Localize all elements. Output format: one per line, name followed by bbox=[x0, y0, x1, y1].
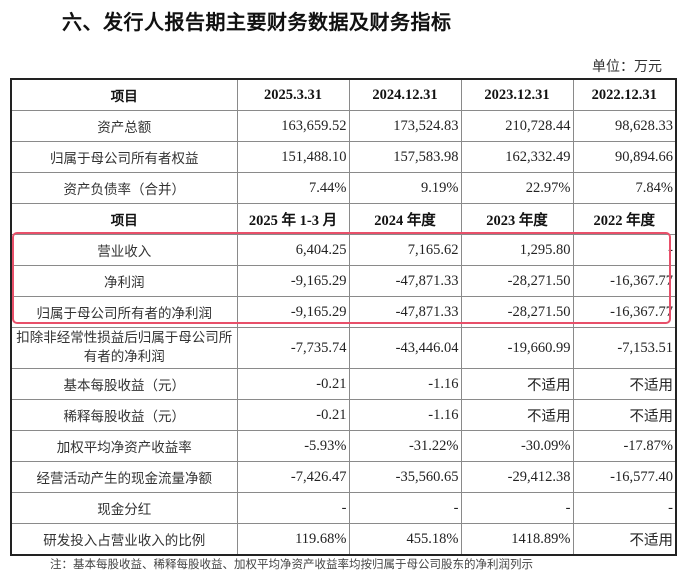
cell-value: - bbox=[572, 234, 677, 266]
cell-value: 2025.3.31 bbox=[236, 78, 350, 111]
row-label: 现金分红 bbox=[10, 492, 238, 524]
row-label: 稀释每股收益（元） bbox=[10, 399, 238, 431]
cell-value: 173,524.83 bbox=[348, 110, 462, 142]
cell-value: 98,628.33 bbox=[572, 110, 677, 142]
financial-table: 项目 2025.3.31 2024.12.31 2023.12.31 2022.12.3… bbox=[10, 78, 677, 556]
table-row: 稀释每股收益（元） -0.21 -1.16 不适用 不适用 bbox=[10, 399, 677, 431]
cell-value: 不适用 bbox=[460, 399, 574, 431]
cell-value: 162,332.49 bbox=[460, 141, 574, 173]
header-row: 项目 2025.3.31 2024.12.31 2023.12.31 2022.12.3… bbox=[10, 78, 677, 111]
row-label: 基本每股收益（元） bbox=[10, 368, 238, 400]
table-row: 现金分红 - - - - bbox=[10, 492, 677, 524]
cell-value: 455.18% bbox=[348, 523, 462, 556]
cell-value: -16,367.77 bbox=[572, 296, 677, 328]
cell-value: 157,583.98 bbox=[348, 141, 462, 173]
row-label: 研发投入占营业收入的比例 bbox=[10, 523, 238, 556]
cell-value: -0.21 bbox=[236, 399, 350, 431]
cell-value: -0.21 bbox=[236, 368, 350, 400]
cell-value: 119.68% bbox=[236, 523, 350, 556]
cell-value: -35,560.65 bbox=[348, 461, 462, 493]
table-row: 研发投入占营业收入的比例 119.68% 455.18% 1418.89% 不适用 bbox=[10, 523, 677, 556]
table-row: 归属于母公司所有者权益 151,488.10 157,583.98 162,332.4… bbox=[10, 141, 677, 173]
cell-value: 7.84% bbox=[572, 172, 677, 204]
row-label: 扣除非经常性损益后归属于母公司所有者的净利润 bbox=[10, 327, 238, 369]
cell-value: -1.16 bbox=[348, 368, 462, 400]
cell-value: 2023 年度 bbox=[460, 203, 574, 235]
footnote: 注：基本每股收益、稀释每股收益、加权平均净资产收益率均按归属于母公司股东的净利润… bbox=[50, 557, 533, 571]
row-label: 资产总额 bbox=[10, 110, 238, 142]
cell-value: -30.09% bbox=[460, 430, 574, 462]
table-row: 基本每股收益（元） -0.21 -1.16 不适用 不适用 bbox=[10, 368, 677, 400]
cell-value: -7,153.51 bbox=[572, 327, 677, 369]
cell-value: 2022.12.31 bbox=[572, 78, 677, 111]
cell-value: 不适用 bbox=[572, 523, 677, 556]
row-label: 经营活动产生的现金流量净额 bbox=[10, 461, 238, 493]
cell-value: -28,271.50 bbox=[460, 265, 574, 297]
table-row: 净利润 -9,165.29 -47,871.33 -28,271.50 -16,367.… bbox=[10, 265, 677, 297]
table-row: 经营活动产生的现金流量净额 -7,426.47 -35,560.65 -29,412.… bbox=[10, 461, 677, 493]
cell-value: -7,735.74 bbox=[236, 327, 350, 369]
cell-value: -9,165.29 bbox=[236, 265, 350, 297]
cell-value: 不适用 bbox=[460, 368, 574, 400]
cell-value: 1418.89% bbox=[460, 523, 574, 556]
cell-value: 2024.12.31 bbox=[348, 78, 462, 111]
cell-value: -47,871.33 bbox=[348, 296, 462, 328]
cell-value: 210,728.44 bbox=[460, 110, 574, 142]
table-row: 资产总额 163,659.52 173,524.83 210,728.44 98,628… bbox=[10, 110, 677, 142]
section-title: 六、发行人报告期主要财务数据及财务指标 bbox=[62, 10, 452, 34]
cell-value: 163,659.52 bbox=[236, 110, 350, 142]
cell-value: -19,660.99 bbox=[460, 327, 574, 369]
cell-value: 6,404.25 bbox=[236, 234, 350, 266]
table-row: 归属于母公司所有者的净利润 -9,165.29 -47,871.33 -28,271.… bbox=[10, 296, 677, 328]
row-label: 净利润 bbox=[10, 265, 238, 297]
cell-value: 不适用 bbox=[572, 399, 677, 431]
cell-value: 1,295.80 bbox=[460, 234, 574, 266]
cell-value: 7.44% bbox=[236, 172, 350, 204]
table-row: 加权平均净资产收益率 -5.93% -31.22% -30.09% -17.87% bbox=[10, 430, 677, 462]
table-row: 扣除非经常性损益后归属于母公司所有者的净利润 -7,735.74 -43,446.0… bbox=[10, 327, 677, 369]
cell-value: -9,165.29 bbox=[236, 296, 350, 328]
cell-value: -16,577.40 bbox=[572, 461, 677, 493]
row-label: 归属于母公司所有者权益 bbox=[10, 141, 238, 173]
cell-value: 151,488.10 bbox=[236, 141, 350, 173]
cell-value: -47,871.33 bbox=[348, 265, 462, 297]
row-label: 资产负债率（合并） bbox=[10, 172, 238, 204]
row-label: 项目 bbox=[10, 78, 238, 111]
row-label: 项目 bbox=[10, 203, 238, 235]
cell-value: -7,426.47 bbox=[236, 461, 350, 493]
cell-value: 2022 年度 bbox=[572, 203, 677, 235]
cell-value: 22.97% bbox=[460, 172, 574, 204]
cell-value: -31.22% bbox=[348, 430, 462, 462]
cell-value: -17.87% bbox=[572, 430, 677, 462]
cell-value: 90,894.66 bbox=[572, 141, 677, 173]
cell-value: - bbox=[236, 492, 350, 524]
table-row: 营业收入 6,404.25 7,165.62 1,295.80- bbox=[10, 234, 677, 266]
cell-value: -5.93% bbox=[236, 430, 350, 462]
cell-value: 9.19% bbox=[348, 172, 462, 204]
cell-value: 2024 年度 bbox=[348, 203, 462, 235]
row-label: 营业收入 bbox=[10, 234, 238, 266]
cell-value: -43,446.04 bbox=[348, 327, 462, 369]
cell-value: 7,165.62 bbox=[348, 234, 462, 266]
row-label: 加权平均净资产收益率 bbox=[10, 430, 238, 462]
cell-value: 2025 年 1-3 月 bbox=[236, 203, 350, 235]
cell-value: -1.16 bbox=[348, 399, 462, 431]
cell-value: - bbox=[572, 492, 677, 524]
cell-value: 2023.12.31 bbox=[460, 78, 574, 111]
cell-value: - bbox=[348, 492, 462, 524]
header-row: 项目 2025 年 1-3 月 2024 年度 2023 年度 2022 年度 bbox=[10, 203, 677, 235]
cell-value: -28,271.50 bbox=[460, 296, 574, 328]
row-label: 归属于母公司所有者的净利润 bbox=[10, 296, 238, 328]
cell-value: -29,412.38 bbox=[460, 461, 574, 493]
cell-value: 不适用 bbox=[572, 368, 677, 400]
unit-label: 单位：万元 bbox=[592, 60, 662, 75]
cell-value: - bbox=[460, 492, 574, 524]
cell-value: -16,367.77 bbox=[572, 265, 677, 297]
table-row: 资产负债率（合并） 7.44% 9.19% 22.97% 7.84% bbox=[10, 172, 677, 204]
